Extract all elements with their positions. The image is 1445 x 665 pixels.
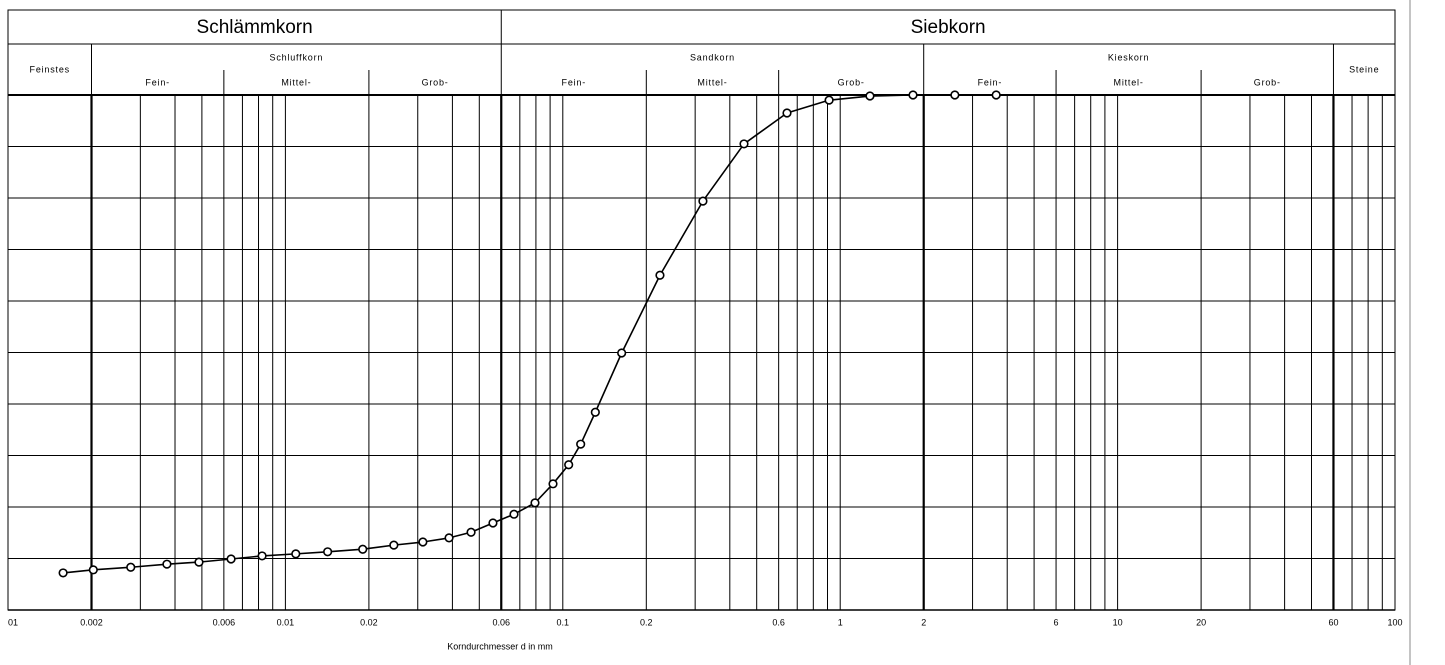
data-point [509, 509, 519, 519]
part-label: Grob- [838, 77, 865, 87]
fraction-label: Sandkorn [690, 52, 735, 62]
part-label: Grob- [1254, 77, 1281, 87]
data-point [444, 533, 454, 543]
part-label: Fein- [562, 77, 587, 87]
data-point [488, 518, 498, 528]
x-tick-label: 0.1 [557, 617, 570, 627]
x-tick-label: 2 [921, 617, 926, 627]
fraction-label: Kieskorn [1108, 52, 1149, 62]
x-tick-label: 01 [8, 617, 18, 627]
data-point [576, 439, 586, 449]
part-label: Fein- [978, 77, 1003, 87]
data-point [824, 95, 834, 105]
x-axis-label: Korndurchmesser d in mm [447, 641, 553, 651]
data-point [950, 90, 960, 100]
x-tick-label: 0.02 [360, 617, 378, 627]
x-tick-label: 0.06 [492, 617, 510, 627]
data-point [257, 551, 267, 561]
part-label: Mittel- [281, 77, 311, 87]
data-point [908, 90, 918, 100]
part-label: Fein- [145, 77, 170, 87]
data-point [530, 498, 540, 508]
data-point [389, 540, 399, 550]
data-point [865, 91, 875, 101]
data-point [590, 407, 600, 417]
x-tick-label: 1 [838, 617, 843, 627]
data-point [162, 559, 172, 569]
data-point [739, 139, 749, 149]
x-tick-label: 0.01 [277, 617, 295, 627]
x-tick-label: 0.006 [213, 617, 236, 627]
data-point [698, 196, 708, 206]
data-point [782, 108, 792, 118]
data-point [323, 547, 333, 557]
fraction-label: Schluffkorn [270, 52, 324, 62]
x-tick-label: 0.2 [640, 617, 653, 627]
data-point [564, 460, 574, 470]
data-point [226, 554, 236, 564]
group-label: Siebkorn [911, 17, 986, 38]
part-label: Mittel- [697, 77, 727, 87]
data-point [466, 527, 476, 537]
data-point [88, 565, 98, 575]
x-tick-label: 0.002 [80, 617, 103, 627]
x-tick-label: 20 [1196, 617, 1206, 627]
data-point [655, 270, 665, 280]
x-tick-label: 6 [1054, 617, 1059, 627]
header-frame [7, 9, 1396, 611]
data-point [548, 479, 558, 489]
part-label: Mittel- [1114, 77, 1144, 87]
data-point [291, 549, 301, 559]
data-point [126, 562, 136, 572]
curve [63, 94, 997, 574]
data-point [617, 348, 627, 358]
fraction-label: Feinstes [30, 64, 70, 74]
x-tick-label: 60 [1328, 617, 1338, 627]
x-tick-label: 10 [1113, 617, 1123, 627]
data-point [358, 544, 368, 554]
data-point [418, 537, 428, 547]
x-tick-label: 100 [1387, 617, 1402, 627]
data-point [58, 568, 68, 578]
group-label: Schlämmkorn [197, 17, 313, 38]
data-point [991, 90, 1001, 100]
data-point [194, 557, 204, 567]
fraction-label: Steine [1349, 64, 1379, 74]
x-tick-label: 0.6 [772, 617, 785, 627]
part-label: Grob- [422, 77, 449, 87]
